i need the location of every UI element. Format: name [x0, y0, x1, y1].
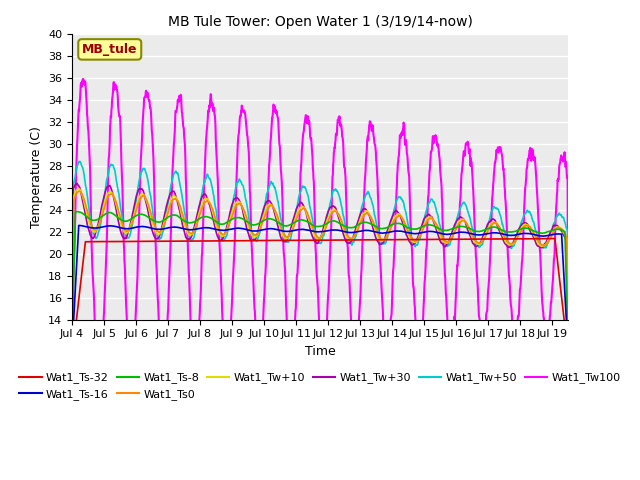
Y-axis label: Temperature (C): Temperature (C)	[29, 126, 42, 228]
Legend: Wat1_Ts-32, Wat1_Ts-16, Wat1_Ts-8, Wat1_Ts0, Wat1_Tw+10, Wat1_Tw+30, Wat1_Tw+50,: Wat1_Ts-32, Wat1_Ts-16, Wat1_Ts-8, Wat1_…	[15, 368, 625, 404]
Title: MB Tule Tower: Open Water 1 (3/19/14-now): MB Tule Tower: Open Water 1 (3/19/14-now…	[168, 15, 472, 29]
X-axis label: Time: Time	[305, 345, 335, 358]
Text: MB_tule: MB_tule	[82, 43, 138, 56]
